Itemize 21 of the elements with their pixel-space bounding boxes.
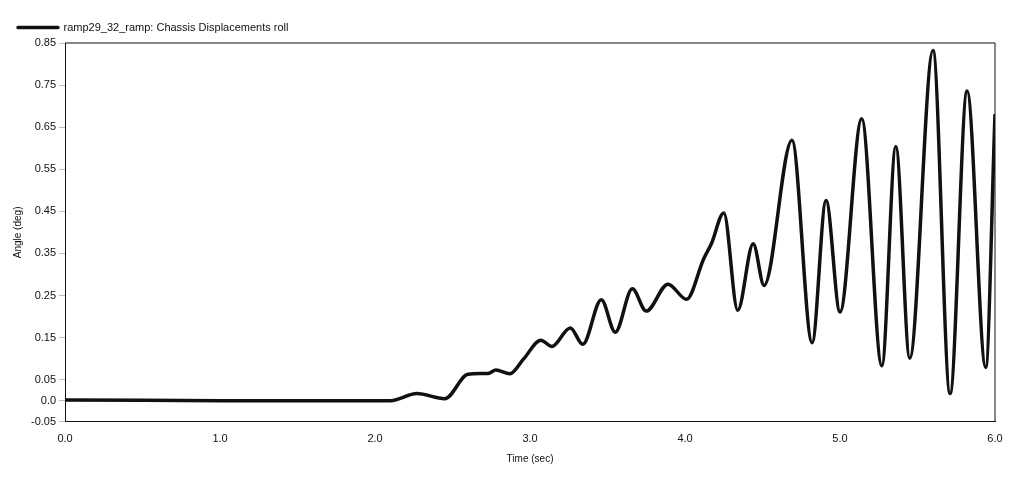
- x-axis-title: Time (sec): [506, 452, 554, 464]
- y-tick-label: 0.25: [34, 288, 57, 301]
- y-tick-label: -0.05: [30, 414, 57, 427]
- x-tick-label: 6.0: [987, 432, 1003, 445]
- y-tick-label: 0.55: [34, 162, 57, 175]
- y-tick-label: 0.15: [34, 330, 57, 343]
- x-tick-label: 5.0: [832, 432, 848, 445]
- legend-label: ramp29_32_ramp: Chassis Displacements roll: [63, 20, 289, 33]
- y-tick-label: 0.75: [34, 78, 57, 91]
- x-tick-label: 2.0: [367, 432, 383, 445]
- y-tick-label: 0.65: [34, 120, 57, 133]
- x-tick-label: 0.0: [57, 432, 73, 445]
- y-axis-title: Angle (deg): [11, 206, 23, 259]
- x-tick-label: 4.0: [677, 432, 693, 445]
- y-tick-label: 0.45: [34, 204, 57, 217]
- y-tick-label: 0.05: [34, 372, 57, 385]
- x-tick-label: 1.0: [212, 432, 228, 445]
- x-tick-label: 3.0: [522, 432, 538, 445]
- y-tick-label: 0.35: [34, 246, 57, 259]
- y-tick-label: 0.85: [34, 36, 57, 49]
- y-tick-label: 0.0: [40, 393, 57, 406]
